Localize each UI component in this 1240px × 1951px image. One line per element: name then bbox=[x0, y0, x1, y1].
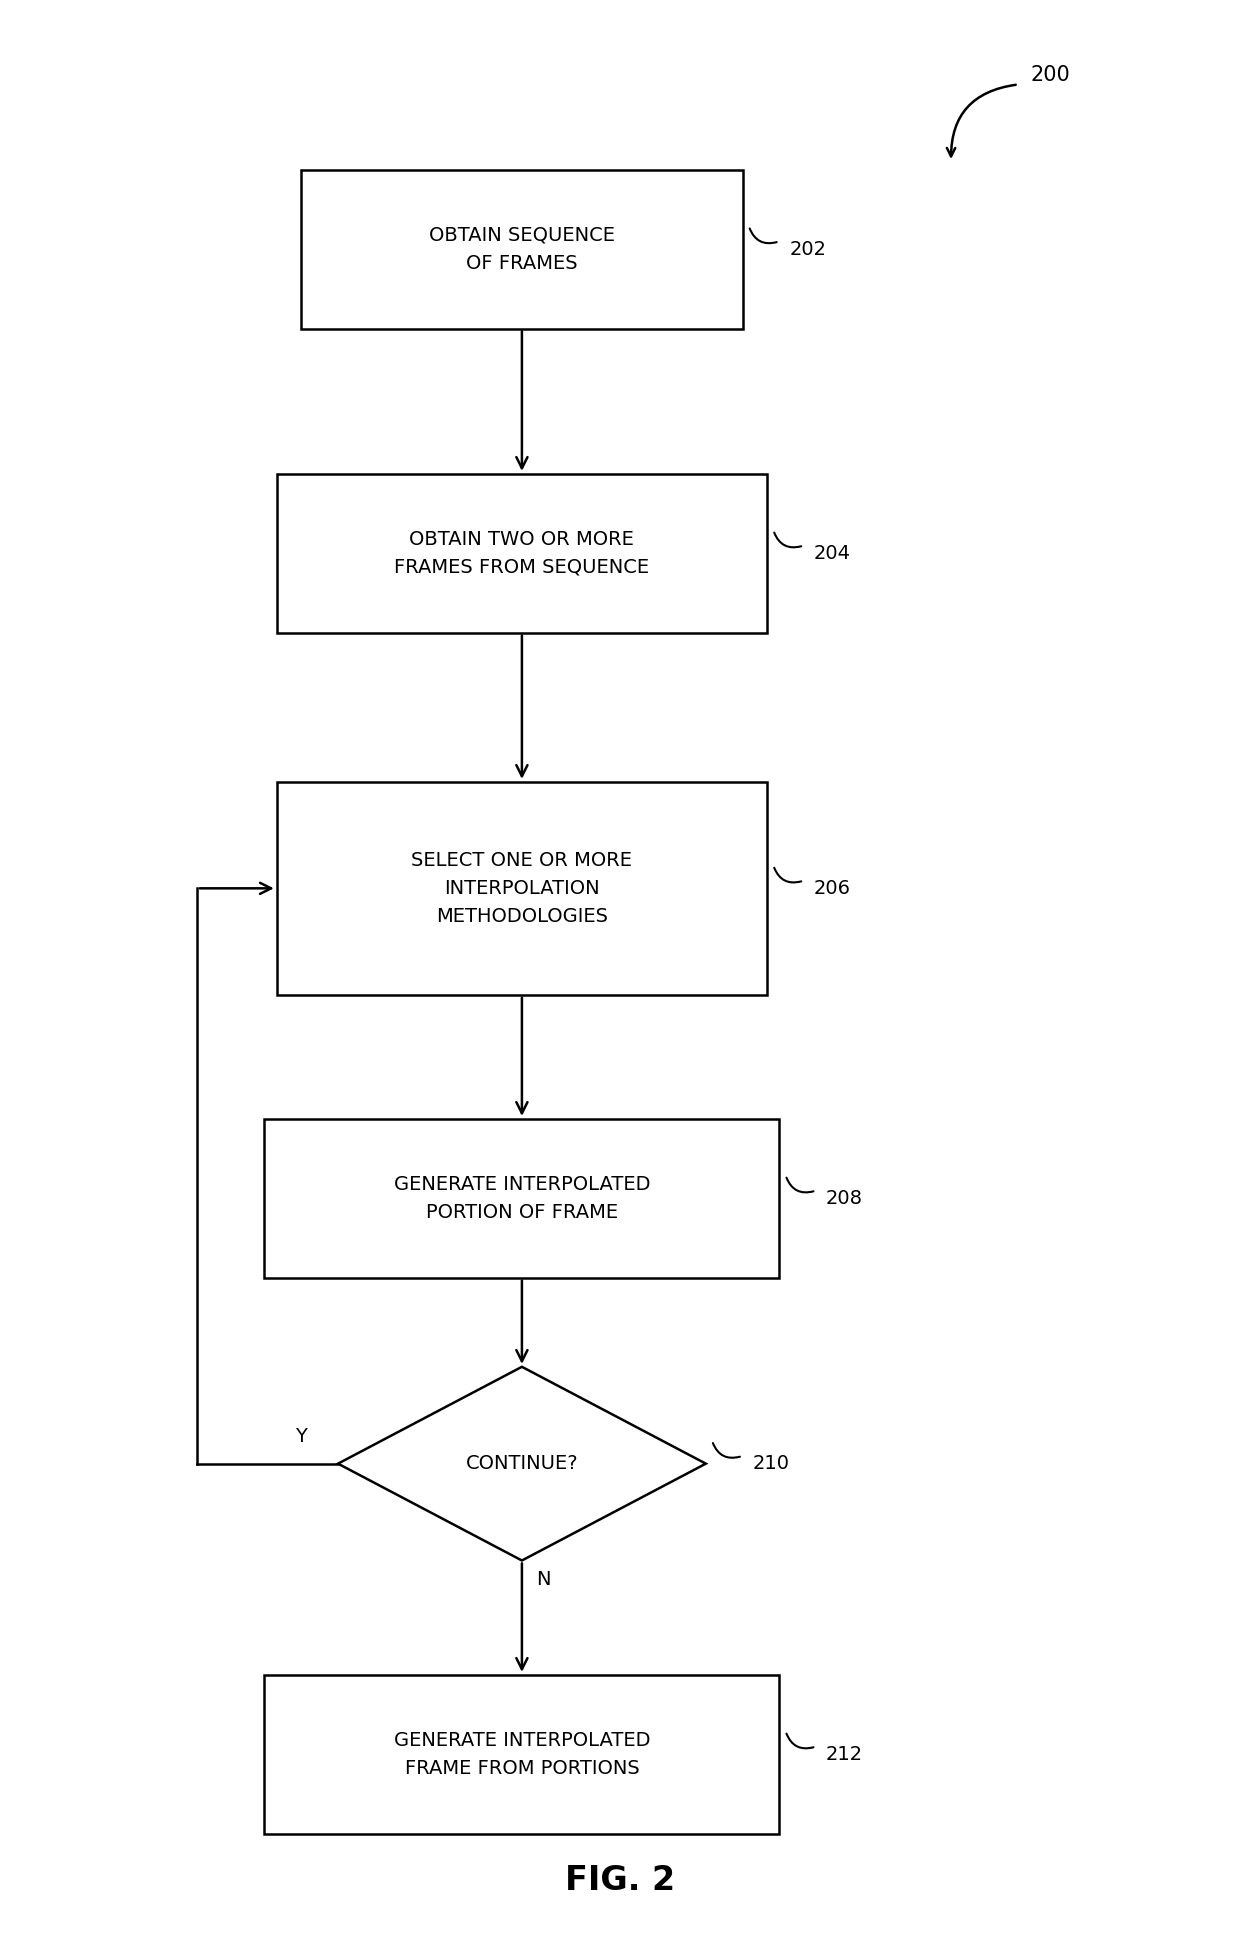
Text: N: N bbox=[537, 1571, 551, 1590]
Text: Y: Y bbox=[295, 1426, 308, 1446]
Text: GENERATE INTERPOLATED
PORTION OF FRAME: GENERATE INTERPOLATED PORTION OF FRAME bbox=[393, 1175, 650, 1221]
FancyBboxPatch shape bbox=[277, 782, 768, 995]
Text: 200: 200 bbox=[1030, 64, 1070, 84]
Text: CONTINUE?: CONTINUE? bbox=[465, 1453, 578, 1473]
FancyBboxPatch shape bbox=[277, 474, 768, 632]
Polygon shape bbox=[339, 1368, 706, 1561]
Text: 206: 206 bbox=[813, 878, 851, 897]
FancyBboxPatch shape bbox=[264, 1118, 780, 1278]
FancyBboxPatch shape bbox=[264, 1674, 780, 1834]
Text: SELECT ONE OR MORE
INTERPOLATION
METHODOLOGIES: SELECT ONE OR MORE INTERPOLATION METHODO… bbox=[412, 851, 632, 927]
FancyBboxPatch shape bbox=[301, 170, 743, 328]
Text: 202: 202 bbox=[789, 240, 826, 259]
Text: GENERATE INTERPOLATED
FRAME FROM PORTIONS: GENERATE INTERPOLATED FRAME FROM PORTION… bbox=[393, 1731, 650, 1777]
Text: OBTAIN TWO OR MORE
FRAMES FROM SEQUENCE: OBTAIN TWO OR MORE FRAMES FROM SEQUENCE bbox=[394, 531, 650, 577]
Text: 212: 212 bbox=[826, 1744, 863, 1764]
Text: 204: 204 bbox=[813, 544, 851, 562]
Text: OBTAIN SEQUENCE
OF FRAMES: OBTAIN SEQUENCE OF FRAMES bbox=[429, 226, 615, 273]
Text: FIG. 2: FIG. 2 bbox=[565, 1863, 675, 1896]
Text: 210: 210 bbox=[753, 1453, 790, 1473]
Text: 208: 208 bbox=[826, 1188, 863, 1208]
